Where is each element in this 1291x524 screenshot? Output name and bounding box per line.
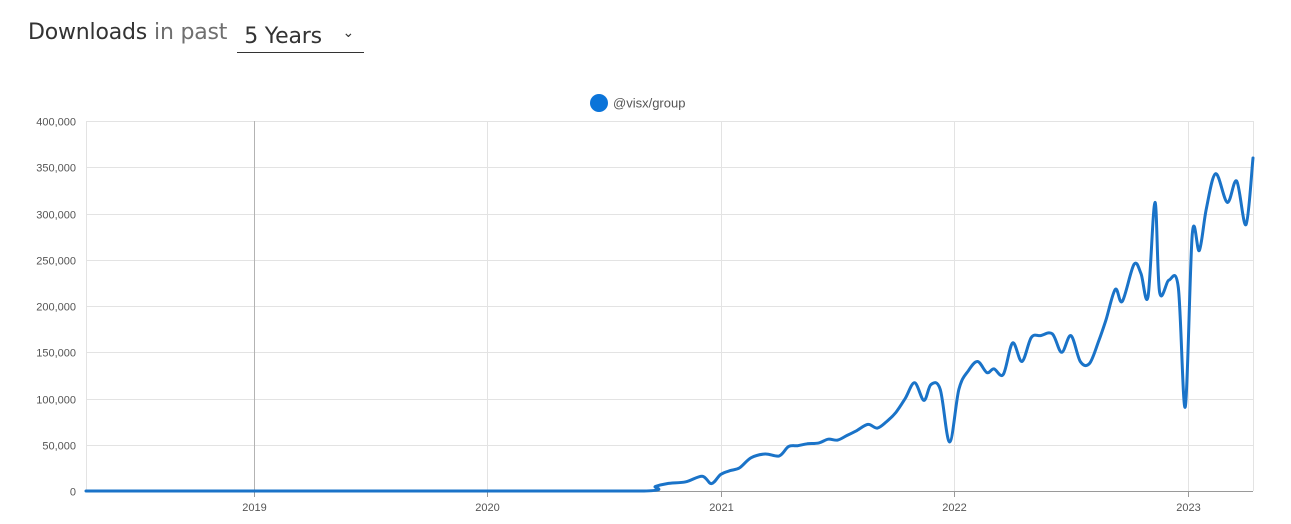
chart-legend[interactable]: @visx/group xyxy=(590,94,685,112)
x-tick-label: 2019 xyxy=(242,502,266,514)
chevron-down-icon: ⌄ xyxy=(342,24,355,41)
x-tick-label: 2023 xyxy=(1176,502,1200,514)
downloads-header: Downloads in past 5 Years ⌄ xyxy=(28,20,365,54)
y-axis: 0 50,000 100,000 150,000 200,000 250,000 300,0… xyxy=(36,117,76,499)
x-tick-label: 2022 xyxy=(942,502,966,514)
y-tick-label: 250,000 xyxy=(36,256,76,268)
x-axis: 2019 2020 2021 2022 2023 xyxy=(242,502,1200,514)
time-range-select[interactable]: 5 Years ⌄ xyxy=(237,22,365,53)
x-tick-label: 2021 xyxy=(709,502,733,514)
y-tick-label: 300,000 xyxy=(36,210,76,222)
y-tick-label: 150,000 xyxy=(36,348,76,360)
time-range-value: 5 Years xyxy=(244,24,322,49)
y-tick-label: 0 xyxy=(70,487,76,499)
header-title: Downloads xyxy=(28,20,148,45)
y-tick-label: 100,000 xyxy=(36,395,76,407)
x-tick-label: 2020 xyxy=(475,502,499,514)
legend-dot-icon xyxy=(590,94,608,112)
y-tick-label: 200,000 xyxy=(36,302,76,314)
y-tick-label: 50,000 xyxy=(42,441,76,453)
y-tick-label: 400,000 xyxy=(36,117,76,129)
series-line[interactable] xyxy=(84,156,1255,493)
chart-grid xyxy=(86,121,1254,497)
y-tick-label: 350,000 xyxy=(36,163,76,175)
header-subtitle: in past xyxy=(154,20,228,45)
legend-label: @visx/group xyxy=(613,96,685,111)
series-layer xyxy=(84,156,1255,493)
